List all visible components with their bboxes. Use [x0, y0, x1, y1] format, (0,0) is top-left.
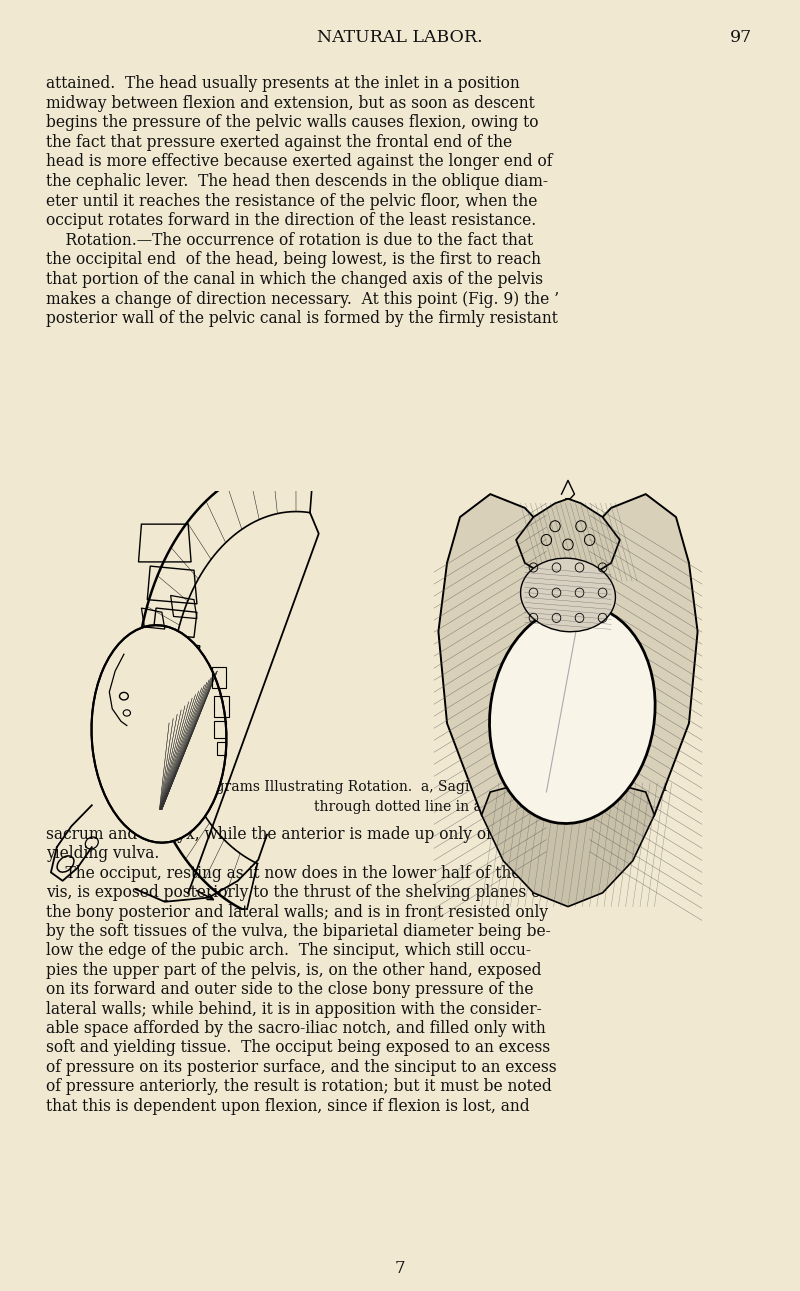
Text: midway between flexion and extension, but as soon as descent: midway between flexion and extension, bu…: [46, 94, 534, 111]
Text: that portion of the canal in which the changed axis of the pelvis: that portion of the canal in which the c…: [46, 271, 543, 288]
Text: posterior wall of the pelvic canal is formed by the firmly resistant: posterior wall of the pelvic canal is fo…: [46, 310, 558, 327]
Text: yielding vulva.: yielding vulva.: [46, 846, 159, 862]
Text: of pressure on its posterior surface, and the sinciput to an excess: of pressure on its posterior surface, an…: [46, 1059, 557, 1075]
Text: occiput rotates forward in the direction of the least resistance.: occiput rotates forward in the direction…: [46, 212, 536, 230]
Text: Fig. 9.—Diagrams Illustrating Rotation.  a, Sagittal section; b, cross section: Fig. 9.—Diagrams Illustrating Rotation. …: [133, 780, 667, 794]
Text: the fact that pressure exerted against the frontal end of the: the fact that pressure exerted against t…: [46, 134, 512, 151]
Text: the occipital end  of the head, being lowest, is the first to reach: the occipital end of the head, being low…: [46, 252, 541, 269]
Text: NATURAL LABOR.: NATURAL LABOR.: [317, 30, 483, 46]
Text: that this is dependent upon flexion, since if flexion is lost, and: that this is dependent upon flexion, sin…: [46, 1097, 530, 1114]
Text: lateral walls; while behind, it is in apposition with the consider-: lateral walls; while behind, it is in ap…: [46, 1001, 542, 1017]
Text: the cephalic lever.  The head then descends in the oblique diam-: the cephalic lever. The head then descen…: [46, 173, 548, 190]
Text: on its forward and outer side to the close bony pressure of the: on its forward and outer side to the clo…: [46, 981, 534, 998]
Text: b: b: [554, 747, 566, 766]
Ellipse shape: [91, 625, 226, 843]
Polygon shape: [516, 498, 620, 581]
Text: eter until it reaches the resistance of the pelvic floor, when the: eter until it reaches the resistance of …: [46, 192, 538, 209]
Text: of pressure anteriorly, the result is rotation; but it must be noted: of pressure anteriorly, the result is ro…: [46, 1078, 552, 1095]
Text: vis, is exposed posteriorly to the thrust of the shelving planes of: vis, is exposed posteriorly to the thrus…: [46, 884, 546, 901]
Text: low the edge of the pubic arch.  The sinciput, which still occu-: low the edge of the pubic arch. The sinc…: [46, 942, 531, 959]
Text: The occiput, resting as it now does in the lower half of the pel-: The occiput, resting as it now does in t…: [46, 865, 554, 882]
Text: attained.  The head usually presents at the inlet in a position: attained. The head usually presents at t…: [46, 75, 520, 92]
Text: makes a change of direction necessary.  At this point (Fig. 9) the ’: makes a change of direction necessary. A…: [46, 290, 559, 307]
Text: a: a: [180, 747, 190, 766]
Polygon shape: [590, 494, 698, 861]
Text: 7: 7: [394, 1260, 406, 1277]
Text: begins the pressure of the pelvic walls causes flexion, owing to: begins the pressure of the pelvic walls …: [46, 114, 538, 132]
Ellipse shape: [490, 604, 655, 824]
Text: able space afforded by the sacro-iliac notch, and filled only with: able space afforded by the sacro-iliac n…: [46, 1020, 546, 1037]
Text: Rotation.—The occurrence of rotation is due to the fact that: Rotation.—The occurrence of rotation is …: [46, 232, 533, 249]
Text: the bony posterior and lateral walls; and is in front resisted only: the bony posterior and lateral walls; an…: [46, 904, 548, 920]
Text: pies the upper part of the pelvis, is, on the other hand, exposed: pies the upper part of the pelvis, is, o…: [46, 962, 542, 979]
Text: sacrum and coccyx, while the anterior is made up only of the: sacrum and coccyx, while the anterior is…: [46, 826, 522, 843]
Text: soft and yielding tissue.  The occiput being exposed to an excess: soft and yielding tissue. The occiput be…: [46, 1039, 550, 1056]
Text: 97: 97: [730, 30, 752, 46]
Text: head is more effective because exerted against the longer end of: head is more effective because exerted a…: [46, 154, 553, 170]
Polygon shape: [482, 782, 654, 906]
Text: by the soft tissues of the vulva, the biparietal diameter being be-: by the soft tissues of the vulva, the bi…: [46, 923, 550, 940]
Polygon shape: [438, 494, 546, 861]
Ellipse shape: [521, 558, 615, 631]
Text: through dotted line in a.: through dotted line in a.: [314, 800, 486, 815]
